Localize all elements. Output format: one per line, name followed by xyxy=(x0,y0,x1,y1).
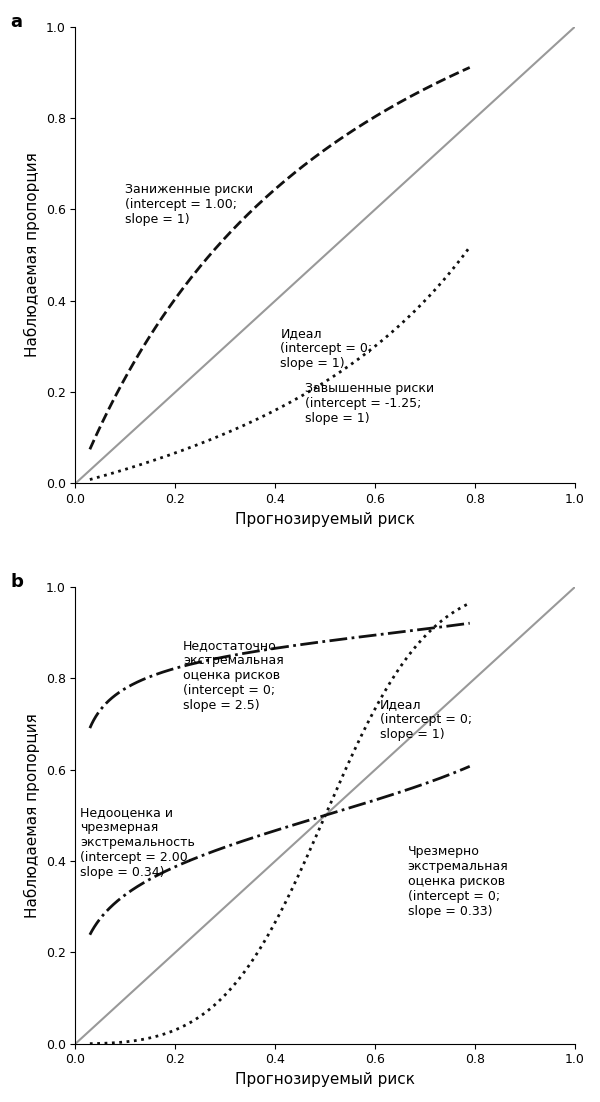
Text: a: a xyxy=(11,13,23,31)
Text: Завышенные риски
(intercept = -1.25;
slope = 1): Завышенные риски (intercept = -1.25; slo… xyxy=(305,382,434,425)
Text: Заниженные риски
(intercept = 1.00;
slope = 1): Заниженные риски (intercept = 1.00; slop… xyxy=(125,183,254,226)
Text: Недооценка и
чрезмерная
экстремальность
(intercept = 2.00,
slope = 0.34): Недооценка и чрезмерная экстремальность … xyxy=(80,807,196,879)
Text: Идеал
(intercept = 0;
slope = 1): Идеал (intercept = 0; slope = 1) xyxy=(280,327,373,370)
Y-axis label: Наблюдаемая пропорция: Наблюдаемая пропорция xyxy=(24,152,40,357)
Text: Недостаточно
экстремальная
оценка рисков
(intercept = 0;
slope = 2.5): Недостаточно экстремальная оценка рисков… xyxy=(183,639,284,713)
X-axis label: Прогнозируемый риск: Прогнозируемый риск xyxy=(235,1072,415,1087)
X-axis label: Прогнозируемый риск: Прогнозируемый риск xyxy=(235,511,415,527)
Text: Чрезмерно
экстремальная
оценка рисков
(intercept = 0;
slope = 0.33): Чрезмерно экстремальная оценка рисков (i… xyxy=(407,845,508,918)
Y-axis label: Наблюдаемая пропорция: Наблюдаемая пропорция xyxy=(24,713,40,918)
Text: Идеал
(intercept = 0;
slope = 1): Идеал (intercept = 0; slope = 1) xyxy=(380,698,472,741)
Text: b: b xyxy=(11,573,23,591)
